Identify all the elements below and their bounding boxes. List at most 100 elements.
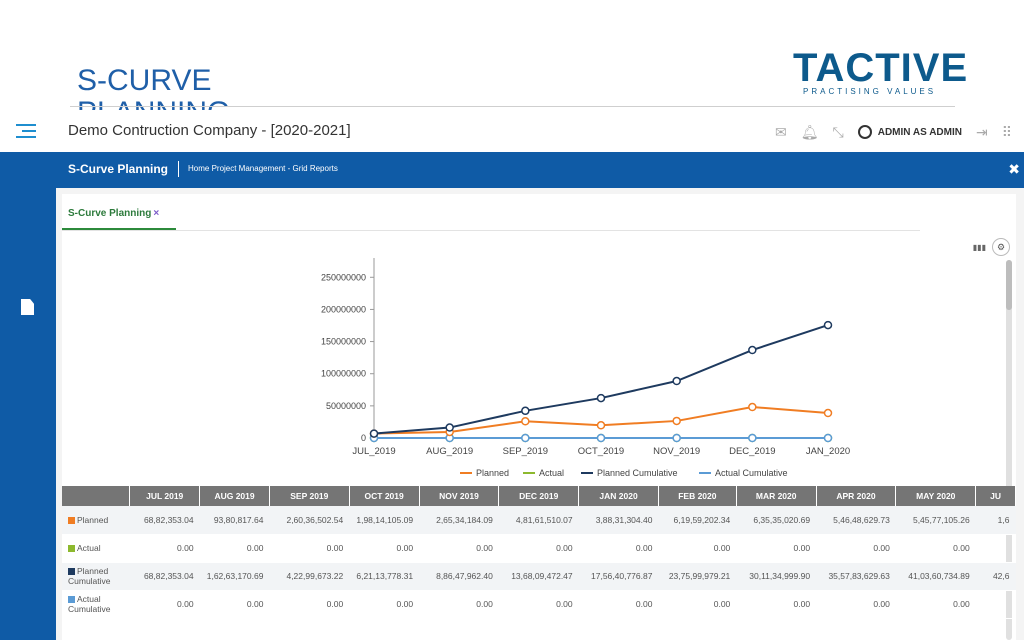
table-cell: 0.00 <box>129 534 200 563</box>
data-point <box>748 433 757 443</box>
gear-icon[interactable]: ⚙ <box>992 238 1010 256</box>
table-cell: 5,45,77,105.26 <box>895 506 976 535</box>
row-label: Actual <box>62 534 130 563</box>
table-cell: 0.00 <box>269 534 350 563</box>
divider <box>70 106 955 107</box>
column-header[interactable]: MAR 2020 <box>736 486 817 506</box>
data-point <box>823 433 833 443</box>
y-tick-label: 50000000 <box>326 401 366 411</box>
topbar-actions: ✉ 🔔︎ ⤡ ADMIN AS ADMIN ⇥ ⠿ <box>775 120 1024 144</box>
column-header[interactable]: MAY 2020 <box>895 486 977 506</box>
user-menu[interactable]: ADMIN AS ADMIN <box>857 125 962 139</box>
y-tick-label: 100000000 <box>321 369 366 379</box>
chart-tools: ▮▮▮ ⚙ <box>973 238 1010 256</box>
x-tick-label: OCT_2019 <box>578 446 624 457</box>
data-point <box>521 417 530 426</box>
row-label: Actual Cumulative <box>62 590 130 619</box>
slide-title: S-CURVE <box>77 64 212 97</box>
table-cell: 3,88,31,304.40 <box>578 506 659 535</box>
table-cell: 0.00 <box>199 590 270 619</box>
data-point <box>823 408 833 418</box>
document-icon[interactable] <box>21 299 34 315</box>
column-header[interactable]: NOV 2019 <box>419 486 500 506</box>
table-cell: 2,60,36,502.54 <box>269 506 350 535</box>
table-cell <box>975 590 1016 619</box>
column-header[interactable]: FEB 2020 <box>658 486 737 506</box>
header-separator <box>178 161 179 177</box>
column-header[interactable]: SEP 2019 <box>269 486 350 506</box>
table-cell: 0.00 <box>129 590 200 619</box>
y-tick-label: 150000000 <box>321 337 366 347</box>
company-title: Demo Contruction Company - [2020-2021] <box>68 122 351 139</box>
table-cell <box>975 534 1016 563</box>
collapse-icon[interactable]: ⤡ <box>832 123 844 140</box>
series-swatch <box>68 545 75 553</box>
logo-tagline: PRACTISING VALUES <box>803 87 937 96</box>
table-cell: 0.00 <box>736 534 817 563</box>
legend-label: Actual Cumulative <box>715 468 788 478</box>
table-cell: 93,80,817.64 <box>199 506 270 535</box>
mail-icon[interactable]: ✉ <box>775 123 787 140</box>
column-header[interactable]: JAN 2020 <box>578 486 659 506</box>
bell-icon[interactable]: 🔔︎ <box>800 123 819 140</box>
series-line <box>373 406 829 435</box>
data-point <box>596 421 606 430</box>
table-cell: 0.00 <box>419 590 499 619</box>
table-cell: 1,6 <box>975 506 1016 535</box>
data-point <box>596 393 606 403</box>
table-cell: 0.00 <box>498 590 579 619</box>
data-point <box>823 320 833 330</box>
column-header[interactable]: JU <box>975 486 1016 506</box>
table-row: Actual 0.00 0.00 0.00 0.00 0.00 0.00 0.00 0.00 0.… <box>62 534 1016 563</box>
table-cell: 0.00 <box>498 534 579 563</box>
slide-title-overflow: PLANNING <box>77 98 230 110</box>
table-row: Planned 68,82,353.04 93,80,817.64 2,60,36,5… <box>62 506 1016 535</box>
column-header[interactable]: APR 2020 <box>816 486 897 506</box>
table-cell: 41,03,60,734.89 <box>895 562 976 591</box>
avatar-icon <box>857 125 872 139</box>
user-name: ADMIN AS ADMIN <box>877 126 962 138</box>
table-cell: 35,57,83,629.63 <box>816 562 896 591</box>
table-cell: 2,65,34,184.09 <box>419 506 499 535</box>
table-cell: 0.00 <box>269 590 350 619</box>
table-cell: 6,35,35,020.69 <box>736 506 817 535</box>
sidebar <box>0 188 56 640</box>
x-tick-label: JUL_2019 <box>352 446 395 457</box>
table-cell: 42,6 <box>975 562 1016 591</box>
table-cell: 17,56,40,776.87 <box>578 562 659 591</box>
s-curve-table: JUL 2019 AUG 2019 SEP 2019 OCT 2019 NOV 2019… <box>62 486 1016 619</box>
column-header[interactable]: JUL 2019 <box>129 486 201 506</box>
x-tick-label: JAN_2020 <box>806 446 850 457</box>
table-cell: 6,21,13,778.31 <box>349 562 420 591</box>
table-cell: 1,62,63,170.69 <box>199 562 270 591</box>
legend-label: Planned Cumulative <box>597 468 678 478</box>
menu-icon[interactable] <box>16 124 36 142</box>
table-row: Planned Cumulative 68,82,353.04 1,62,63,17… <box>62 562 1016 591</box>
column-header[interactable]: OCT 2019 <box>349 486 420 506</box>
x-tick-label: DEC_2019 <box>729 446 775 457</box>
x-tick-label: AUG_2019 <box>426 446 473 457</box>
close-icon[interactable]: ✖ <box>1008 161 1020 177</box>
page-header: S-Curve Planning Home Project Management… <box>0 152 1024 188</box>
table-cell: 0.00 <box>658 590 737 619</box>
tab-close-icon[interactable]: × <box>153 208 160 219</box>
column-header[interactable]: DEC 2019 <box>498 486 580 506</box>
series-line <box>373 324 829 435</box>
tab-s-curve-planning[interactable]: S-Curve Planning × <box>62 204 165 223</box>
bar-chart-icon[interactable]: ▮▮▮ <box>972 242 986 252</box>
table-cell: 23,75,99,979.21 <box>658 562 737 591</box>
column-header[interactable]: AUG 2019 <box>199 486 270 506</box>
series-swatch <box>68 517 75 524</box>
vertical-scrollbar[interactable] <box>1006 260 1012 640</box>
table-cell: 1,98,14,105.09 <box>349 506 420 535</box>
logout-icon[interactable]: ⇥ <box>976 123 988 140</box>
y-tick-label: 0 <box>361 433 366 443</box>
table-cell: 0.00 <box>736 590 817 619</box>
table-row: Actual Cumulative 0.00 0.00 0.00 0.00 0.00 0.0… <box>62 590 1016 619</box>
table-cell: 5,46,48,629.73 <box>816 506 896 535</box>
data-point <box>748 345 757 355</box>
column-header[interactable] <box>62 486 131 506</box>
table-cell: 0.00 <box>349 590 420 619</box>
apps-grid-icon[interactable]: ⠿ <box>1001 123 1012 140</box>
x-tick-label: NOV_2019 <box>653 446 700 457</box>
